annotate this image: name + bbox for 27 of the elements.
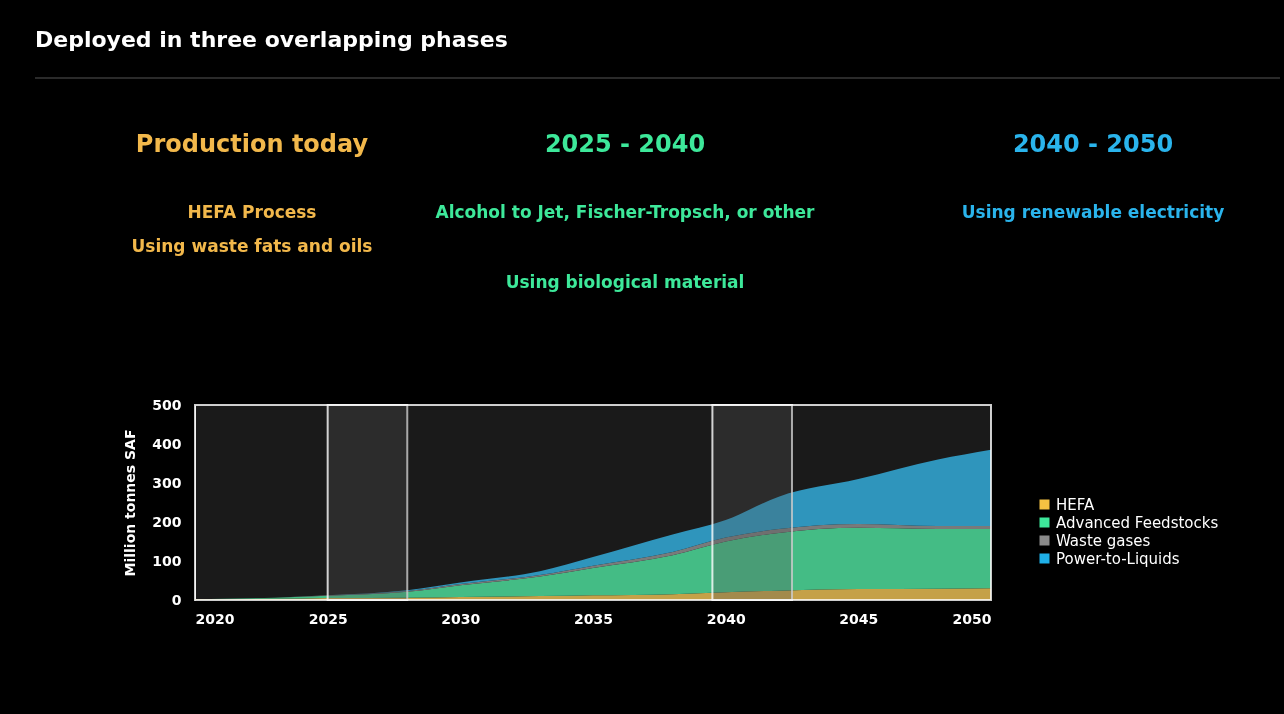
y-tick-label: 400 xyxy=(152,435,182,452)
text: Using biological material xyxy=(505,272,745,292)
legend-label: Advanced Feedstocks xyxy=(1056,513,1219,532)
text: Using waste fats and oils xyxy=(131,236,373,256)
x-tick-label: 2025 xyxy=(308,610,348,627)
text: Production today xyxy=(135,130,369,158)
x-tick-label: 2030 xyxy=(441,610,481,627)
x-tick-label: 2045 xyxy=(839,610,879,627)
y-tick-label: 300 xyxy=(152,474,182,491)
text: 2025 - 2040 xyxy=(544,130,706,158)
y-tick-label: 100 xyxy=(152,552,182,569)
chart-title: Deployed in three overlapping phases xyxy=(35,27,508,52)
legend-label: Power-to-Liquids xyxy=(1056,549,1180,568)
x-tick-label: 2040 xyxy=(706,610,746,627)
x-tick-label: 2035 xyxy=(574,610,613,627)
y-tick-label: 0 xyxy=(171,591,182,608)
x-tick-label: 2020 xyxy=(195,610,235,627)
text: 2040 - 2050 xyxy=(1012,130,1174,158)
y-axis-title: Million tonnes SAF xyxy=(122,429,139,577)
legend-label: HEFA xyxy=(1056,495,1096,514)
text: Alcohol to Jet, Fischer-Tropsch, or other xyxy=(435,202,816,222)
y-tick-label: 200 xyxy=(152,513,182,530)
text: HEFA Process xyxy=(187,202,317,222)
text: Using renewable electricity xyxy=(961,202,1225,222)
legend-label: Waste gases xyxy=(1056,531,1151,550)
x-tick-label: 2050 xyxy=(952,610,992,627)
y-tick-label: 500 xyxy=(152,396,182,413)
